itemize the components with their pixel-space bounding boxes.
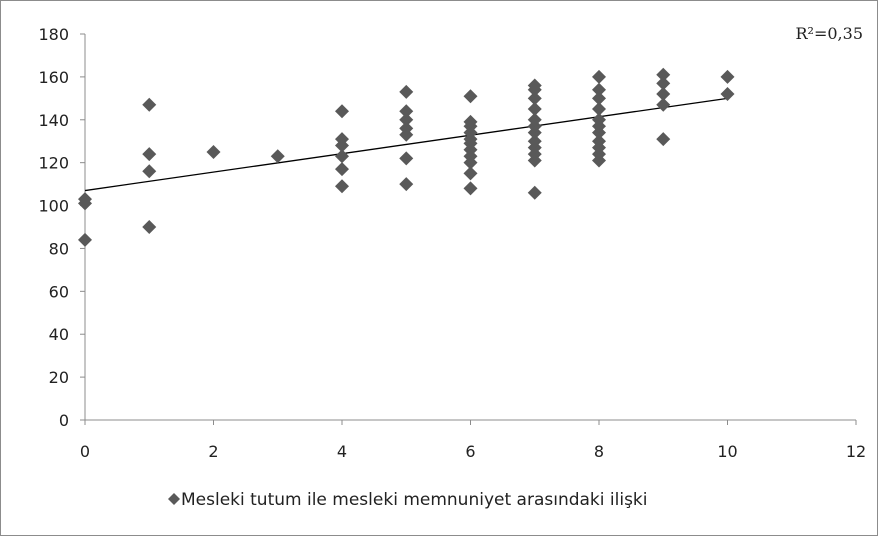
y-tick-label: 60	[49, 282, 69, 301]
data-point	[527, 91, 542, 106]
data-point	[142, 220, 157, 234]
legend: Mesleki tutum ile mesleki memnuniyet ara…	[168, 490, 648, 510]
data-point	[270, 149, 285, 164]
r-squared-annotation: R²=0,35	[796, 24, 864, 43]
data-point	[720, 87, 735, 102]
data-point	[656, 97, 671, 112]
y-tick-label: 20	[49, 368, 69, 387]
data-point	[335, 179, 349, 194]
data-point	[399, 177, 414, 192]
data-point	[463, 181, 478, 196]
data-point	[656, 87, 671, 102]
data-point	[78, 232, 92, 247]
data-point	[527, 112, 542, 127]
data-point	[142, 164, 157, 179]
data-point	[335, 104, 349, 119]
legend-marker-diamond	[168, 493, 180, 505]
x-tick-label: 2	[208, 442, 218, 461]
trendline	[84, 97, 728, 192]
data-point	[399, 112, 414, 127]
data-point	[142, 97, 157, 112]
data-point	[335, 162, 349, 177]
tick-labels: 0 20 40 60 80 100 120 140 160 180 0 2 4 6 8 10 12	[38, 25, 866, 461]
data-point	[399, 121, 414, 136]
y-tick-label: 100	[38, 197, 69, 216]
data-point	[78, 192, 92, 207]
data-point	[527, 102, 542, 117]
y-tick-label: 40	[49, 325, 69, 344]
legend-label: Mesleki tutum ile mesleki memnuniyet ara…	[181, 490, 648, 510]
data-point	[527, 185, 542, 200]
x-tick-label: 12	[846, 442, 866, 461]
y-tick-label: 80	[49, 239, 69, 258]
y-tick-label: 0	[59, 411, 69, 430]
y-tick-label: 120	[38, 154, 69, 173]
data-point	[463, 166, 478, 181]
data-point	[399, 84, 414, 99]
x-tick-label: 8	[594, 442, 604, 461]
data-point	[592, 134, 606, 149]
data-point	[399, 151, 414, 166]
data-point	[527, 134, 542, 149]
y-tick-label: 160	[38, 68, 69, 87]
data-point	[592, 91, 606, 106]
x-tick-label: 4	[337, 442, 347, 461]
data-point	[335, 149, 349, 164]
data-point	[592, 69, 606, 84]
data-point	[720, 69, 735, 84]
data-point	[656, 67, 671, 82]
data-point	[335, 132, 349, 147]
data-point	[656, 76, 671, 91]
y-tick-label: 140	[38, 111, 69, 130]
data-point	[206, 144, 221, 159]
data-point	[592, 82, 606, 97]
data-point	[463, 114, 478, 129]
data-point	[463, 89, 478, 104]
data-points	[78, 67, 735, 247]
data-point	[592, 112, 606, 127]
data-point	[399, 104, 414, 119]
x-tick-label: 10	[717, 442, 737, 461]
x-tick-label: 0	[80, 442, 90, 461]
data-point	[142, 147, 157, 162]
y-tick-label: 180	[38, 25, 69, 44]
data-point	[592, 102, 606, 117]
x-tick-label: 6	[465, 442, 475, 461]
data-point	[527, 78, 542, 93]
data-point	[656, 132, 671, 147]
